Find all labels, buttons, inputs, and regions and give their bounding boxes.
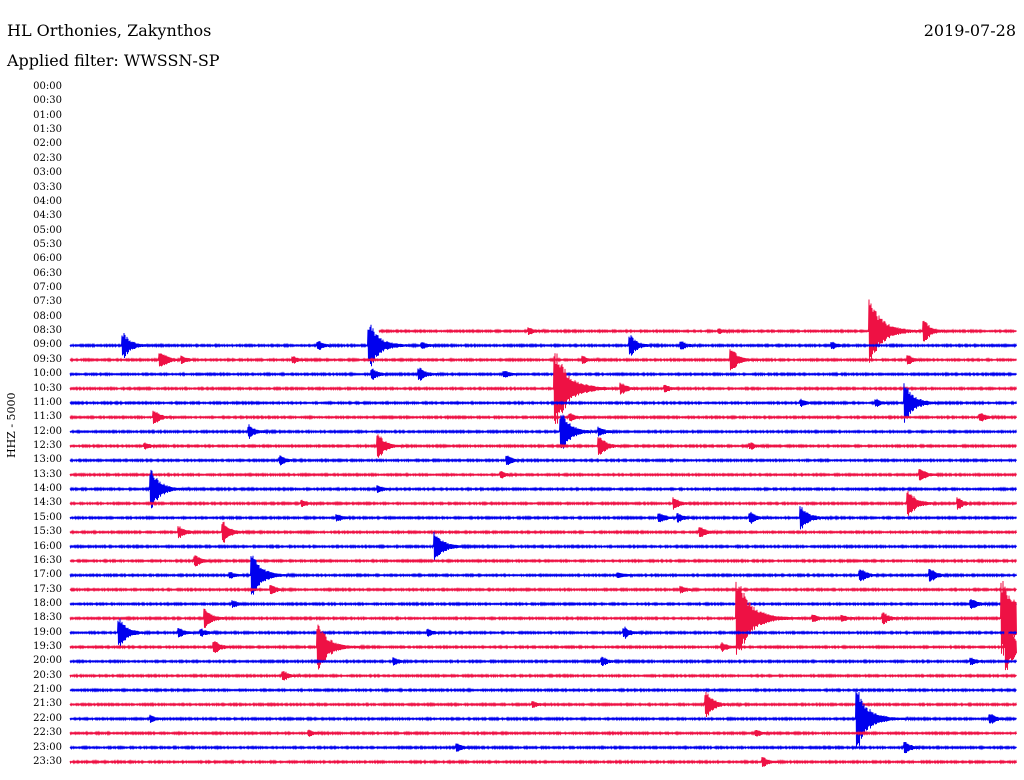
time-label: 16:00: [33, 540, 62, 552]
time-label: 10:00: [33, 368, 62, 380]
time-label: 22:30: [33, 727, 62, 739]
time-label: 19:30: [33, 641, 62, 653]
trace-1300: [69, 455, 1017, 466]
time-axis-labels: 00:00 00:30 01:00 01:30 02:00 02:30 03:00 03:30…: [0, 0, 68, 780]
time-label: 20:00: [33, 655, 62, 667]
trace-1200: [69, 414, 1017, 449]
trace-2300: [69, 741, 1017, 754]
time-label: 07:00: [33, 282, 62, 294]
trace-1330: [69, 468, 1017, 481]
trace-1630: [69, 555, 1017, 567]
time-label: 08:00: [33, 310, 62, 322]
time-label: 13:30: [33, 468, 62, 480]
trace-2200: [69, 689, 1017, 748]
trace-1030: [69, 353, 1017, 424]
time-label: 18:30: [33, 612, 62, 624]
time-label: 23:30: [33, 755, 62, 767]
trace-2030: [69, 671, 1017, 681]
time-label: 14:00: [33, 483, 62, 495]
time-label: 23:00: [33, 741, 62, 753]
trace-1530: [69, 521, 1017, 543]
trace-1600: [69, 531, 1017, 562]
time-label: 00:00: [33, 81, 62, 92]
time-label: 22:00: [33, 712, 62, 724]
time-label: 21:00: [33, 684, 62, 696]
trace-1800: [69, 598, 1017, 609]
trace-1700: [69, 555, 1017, 595]
time-label: 03:30: [33, 181, 62, 193]
trace-2100: [69, 687, 1017, 693]
trace-0930: [69, 349, 1017, 371]
time-label: 18:00: [33, 597, 62, 609]
time-label: 14:30: [33, 497, 62, 509]
trace-1730: [69, 585, 1017, 595]
time-label: 04:30: [33, 210, 62, 222]
filter-label: Applied filter: WWSSN-SP: [7, 51, 220, 70]
time-label: 17:00: [33, 569, 62, 581]
station-title: HL Orthonies, Zakynthos: [7, 21, 212, 40]
trace-1830: [69, 580, 1017, 656]
time-label: 17:30: [33, 583, 62, 595]
trace-1230: [69, 434, 1017, 458]
time-label: 11:30: [33, 411, 62, 423]
date-label: 2019-07-28: [923, 21, 1016, 40]
time-label: 11:00: [33, 396, 62, 408]
trace-1130: [69, 410, 1017, 424]
time-label: 07:30: [33, 296, 62, 308]
time-label: 02:00: [33, 138, 62, 150]
trace-1100: [69, 383, 1017, 423]
time-label: 21:30: [33, 698, 62, 710]
trace-0830: [378, 299, 1017, 363]
time-label: 15:00: [33, 511, 62, 523]
time-label: 20:30: [33, 669, 62, 681]
trace-1930: [69, 623, 1017, 671]
time-label: 04:00: [33, 195, 62, 207]
time-label: 05:00: [33, 224, 62, 236]
time-label: 06:30: [33, 267, 62, 279]
time-label: 19:00: [33, 626, 62, 638]
time-label: 12:00: [33, 425, 62, 437]
time-label: 00:30: [33, 95, 62, 107]
trace-1000: [69, 367, 1017, 381]
trace-2000: [69, 656, 1017, 667]
time-label: 08:30: [33, 325, 62, 337]
time-label: 09:30: [33, 353, 62, 365]
time-label: 15:30: [33, 526, 62, 538]
trace-1430: [69, 491, 1017, 516]
trace-2330: [69, 756, 1017, 767]
trace-1900: [69, 618, 1017, 647]
trace-2230: [69, 729, 1017, 737]
time-label: 09:00: [33, 339, 62, 351]
time-label: 03:00: [33, 167, 62, 179]
trace-1400: [69, 469, 1017, 509]
time-label: 16:30: [33, 554, 62, 566]
trace-1500: [69, 506, 1017, 530]
time-label: 10:30: [33, 382, 62, 394]
time-label: 01:00: [33, 109, 62, 121]
time-label: 01:30: [33, 124, 62, 136]
time-label: 02:30: [33, 152, 62, 164]
time-label: 12:30: [33, 440, 62, 451]
time-label: 05:30: [33, 238, 62, 250]
time-label: 13:00: [33, 454, 62, 466]
time-label: 06:00: [33, 253, 62, 265]
trace-0900: [69, 324, 1017, 367]
trace-2130: [69, 691, 1017, 718]
